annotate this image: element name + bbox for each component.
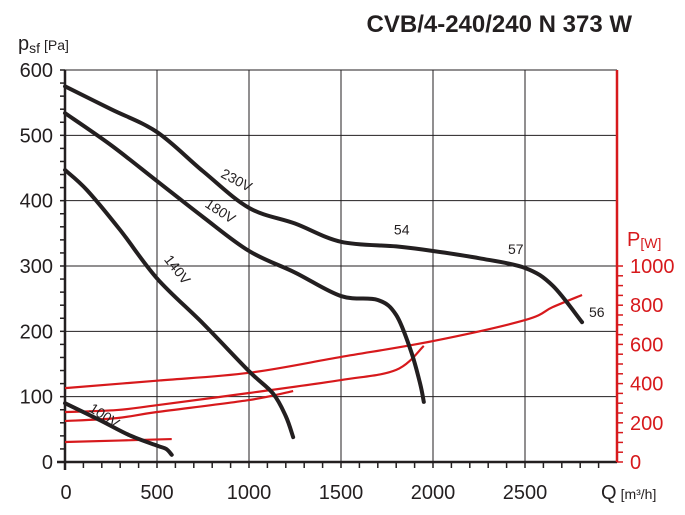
series-layer (63, 84, 585, 457)
y-tick-label: 200 (20, 321, 53, 343)
y-tick-label: 600 (20, 60, 53, 82)
chart-title: CVB/4-240/240 N 373 W (367, 11, 633, 38)
x-tick-label: 1000 (227, 482, 272, 504)
y2-tick-label: 600 (630, 334, 663, 356)
power-curve-230V (64, 293, 583, 390)
y-axis-label-main: p (18, 33, 29, 55)
x-tick-label: 0 (60, 482, 71, 504)
pressure-curve-140V (63, 167, 296, 440)
y-tick-label: 100 (20, 387, 53, 409)
y2-axis-label-main: P (627, 229, 640, 251)
curve-label: 54 (394, 222, 410, 238)
power-curve-140V (64, 389, 294, 423)
y2-tick-label: 0 (630, 452, 641, 474)
y2-tick-label: 800 (630, 295, 663, 317)
x-tick-label: 500 (140, 482, 173, 504)
y2-axis-label: P[W] (627, 229, 661, 251)
power-curve-100V (64, 437, 172, 444)
y-axis-label-sub: sf (29, 40, 40, 56)
y-tick-label: 400 (20, 191, 53, 213)
x-tick-label: 2500 (503, 482, 548, 504)
axis-ticks: 0 100 200 300 400 500 600 0 500 1000 1500 2000 2500 0… (20, 60, 675, 504)
x-axis-label-main: Q (601, 482, 617, 504)
y2-tick-label: 200 (630, 413, 663, 435)
x-tick-label: 1500 (319, 482, 364, 504)
x-axis-label: Q [m³/h] (601, 482, 656, 504)
curve-label: 56 (589, 304, 605, 320)
x-tick-label: 2000 (411, 482, 456, 504)
y2-tick-label: 400 (630, 374, 663, 396)
curve-label: 100V (86, 400, 123, 432)
power-curve-180V (64, 345, 425, 414)
pressure-curve-100V (63, 401, 174, 457)
y-axis-label: psf [Pa] (18, 33, 69, 56)
curve-label: 140V (161, 252, 194, 288)
y2-tick-label: 1000 (630, 256, 675, 278)
y-tick-label: 500 (20, 125, 53, 147)
curve-label: 57 (508, 241, 524, 257)
y-tick-label: 300 (20, 256, 53, 278)
pressure-curve-180V (63, 111, 426, 404)
x-axis-label-unit: [m³/h] (621, 486, 657, 502)
pressure-curve-230V (63, 84, 585, 325)
y-tick-label: 0 (42, 452, 53, 474)
y-axis-label-unit: [Pa] (44, 37, 69, 53)
y2-axis-label-unit: [W] (640, 235, 661, 251)
